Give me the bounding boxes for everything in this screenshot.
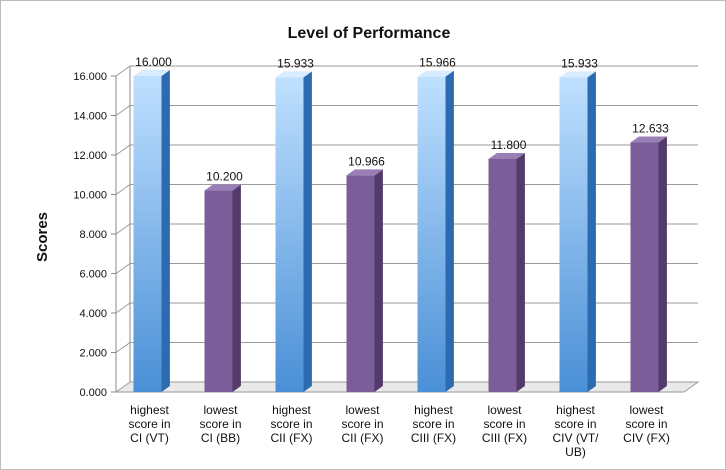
- category-label: highest score in CIII (FX): [411, 403, 456, 445]
- bar: [630, 136, 667, 392]
- gridline-side: [115, 65, 131, 77]
- bar: [133, 70, 170, 392]
- y-tick-label: 12.000: [73, 150, 107, 162]
- gridline-side: [115, 342, 131, 353]
- bar: [559, 71, 596, 393]
- gridline-side: [115, 184, 131, 195]
- y-axis-ticks: 0.000 2.000 4.000 6.000 8.000 10.000 12.000 14.…: [73, 71, 116, 399]
- gridline-side: [115, 302, 131, 314]
- bar-side: [658, 136, 667, 392]
- data-label: 15.966: [419, 56, 456, 70]
- bar-front: [133, 76, 162, 392]
- data-label: 10.966: [348, 154, 385, 168]
- category-label: highest score in CI (VT): [128, 403, 170, 445]
- bar-side: [374, 169, 383, 392]
- bar-top: [133, 70, 170, 76]
- gridline-side: [115, 223, 131, 235]
- gridline-side: [115, 144, 131, 156]
- bar: [275, 71, 312, 393]
- bar-top: [488, 152, 525, 159]
- bar: [346, 169, 383, 392]
- bar-top: [204, 184, 241, 191]
- data-label: 10.200: [206, 170, 243, 184]
- floor: [114, 381, 700, 393]
- category-label: lowest score in CIII (FX): [482, 403, 527, 445]
- data-label: 15.933: [561, 56, 598, 70]
- y-tick-label: 4.000: [79, 308, 107, 320]
- bar-top: [559, 71, 596, 78]
- gridline-side: [115, 105, 131, 116]
- bar-side: [587, 71, 596, 393]
- y-tick-label: 6.000: [79, 269, 107, 281]
- bar: [488, 152, 525, 392]
- gridline-side: [115, 263, 131, 274]
- bar-front: [488, 158, 517, 392]
- category-label: lowest score in CII (FX): [341, 403, 383, 445]
- y-tick-label: 14.000: [73, 111, 107, 123]
- data-labels: 16.000 10.200 15.933 10.966 15.966 11.800 15.9…: [135, 55, 669, 184]
- bar-side: [516, 152, 525, 392]
- data-label: 12.633: [632, 121, 669, 135]
- bar-front: [204, 190, 233, 392]
- bar: [417, 70, 454, 392]
- data-label: 15.933: [277, 56, 314, 70]
- category-label: highest score in CII (FX): [270, 403, 312, 445]
- bar-front: [275, 77, 304, 393]
- chart-title: Level of Performance: [288, 25, 451, 42]
- bar-side: [161, 70, 170, 392]
- bar-front: [346, 175, 375, 392]
- y-tick-label: 10.000: [73, 190, 107, 202]
- bar: [204, 184, 241, 392]
- grid-lines: [114, 65, 700, 393]
- y-tick-label: 8.000: [79, 229, 107, 241]
- data-label: 16.000: [135, 55, 172, 69]
- bars: [133, 70, 667, 393]
- y-tick-label: 2.000: [79, 348, 107, 360]
- bar-side: [232, 184, 241, 392]
- bar-front: [417, 76, 446, 392]
- bar-side: [445, 70, 454, 392]
- category-labels: highest score in CI (VT) lowest score in CI (…: [128, 403, 669, 459]
- category-label: highest score in CIV (VT/UB): [552, 403, 599, 459]
- y-tick-label: 0.000: [79, 387, 107, 399]
- bar-front: [630, 142, 659, 392]
- y-tick-label: 16.000: [73, 71, 107, 83]
- bar-top: [275, 71, 312, 78]
- category-label: lowest score in CIV (FX): [623, 403, 670, 445]
- bar-top: [630, 136, 667, 143]
- y-axis-label: Scores: [34, 212, 51, 262]
- category-label: lowest score in CI (BB): [199, 403, 241, 445]
- bar-top: [417, 70, 454, 77]
- data-label: 11.800: [491, 138, 527, 152]
- bar-top: [346, 169, 383, 176]
- bar-front: [559, 77, 588, 393]
- bar-side: [303, 71, 312, 393]
